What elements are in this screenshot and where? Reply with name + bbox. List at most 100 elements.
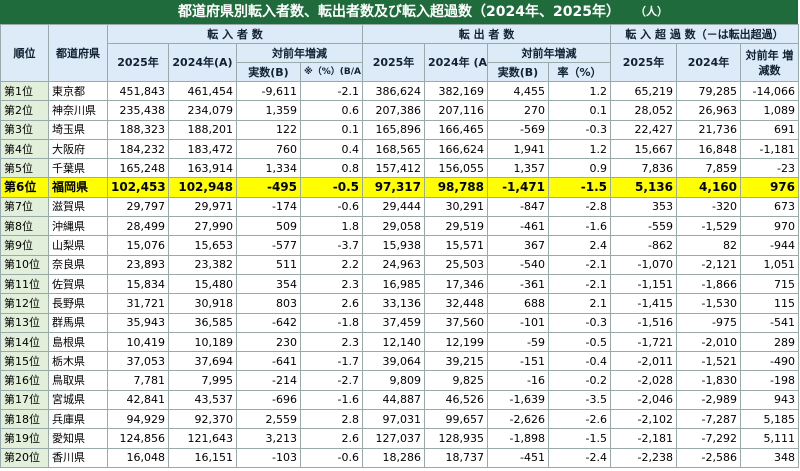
value-cell: 10,189 — [168, 331, 237, 353]
value-cell: -1,529 — [676, 216, 741, 237]
table-row: 第11位 佐賀県 15,834 15,480 354 2.3 16,985 17,346 -36… — [0, 273, 799, 295]
rank-cell: 第4位 — [0, 138, 49, 160]
value-cell: -7,287 — [676, 409, 741, 430]
value-cell: 18,737 — [424, 447, 488, 468]
value-cell: -2,121 — [676, 254, 741, 275]
value-cell: -1,530 — [676, 293, 741, 314]
value-cell: -0.3 — [548, 119, 611, 140]
value-cell: -2,626 — [487, 409, 549, 430]
value-cell: -1,070 — [610, 254, 677, 275]
value-cell: 30,918 — [168, 293, 237, 314]
header-cell: 実数(B) — [487, 62, 549, 82]
value-cell: 15,480 — [168, 273, 237, 295]
value-cell: 15,076 — [107, 235, 169, 256]
value-cell: 29,519 — [424, 216, 488, 237]
prefecture-cell: 香川県 — [48, 447, 108, 468]
prefecture-cell: 愛知県 — [48, 428, 108, 449]
value-cell: 270 — [487, 100, 549, 121]
value-cell: 22,427 — [610, 119, 677, 140]
prefecture-cell: 東京都 — [48, 80, 108, 102]
value-cell: 760 — [236, 138, 301, 160]
header-cell: 対前年増減 — [487, 43, 611, 63]
value-cell: 2,559 — [236, 409, 301, 430]
value-cell: 386,624 — [362, 80, 425, 102]
value-cell: 46,526 — [424, 389, 488, 411]
value-cell: -174 — [236, 196, 301, 218]
table-row: 第15位 栃木県 37,053 37,694 -641 -1.7 39,064 39,215-… — [0, 351, 799, 372]
value-cell: 7,836 — [610, 158, 677, 179]
table-row: 第9位 山梨県 15,076 15,653 -577 -3.7 15,938 15,571 36… — [0, 235, 799, 256]
prefecture-cell: 大阪府 — [48, 138, 108, 160]
value-cell: -1.6 — [548, 216, 611, 237]
value-cell: 0.1 — [300, 119, 363, 140]
value-cell: -2,011 — [610, 351, 677, 372]
value-cell: 688 — [487, 293, 549, 314]
value-cell: 1,334 — [236, 158, 301, 179]
value-cell: 451,843 — [107, 80, 169, 102]
value-cell: -559 — [610, 216, 677, 237]
value-cell: 37,694 — [168, 351, 237, 372]
rank-cell: 第3位 — [0, 119, 49, 140]
value-cell: 99,657 — [424, 409, 488, 430]
value-cell: 4,160 — [676, 177, 741, 198]
value-cell: 2.6 — [300, 428, 363, 449]
value-cell: 230 — [236, 331, 301, 353]
value-cell: -2.8 — [548, 196, 611, 218]
table-row: 第2位 神奈川県 235,438 234,079 1,359 0.6 207,386 207,… — [0, 100, 799, 121]
value-cell: 2.8 — [300, 409, 363, 430]
table-head: 順位 都道府県 転 入 者 数 転 出 者 数 転 入 超 過 数（－は転出超過… — [0, 24, 799, 82]
table-row: 第16位 鳥取県 7,781 7,995 -214 -2.7 9,809 9,825 -16 -0… — [0, 370, 799, 391]
value-cell: 1,941 — [487, 138, 549, 160]
value-cell: 0.8 — [300, 158, 363, 179]
value-cell: 32,448 — [424, 293, 488, 314]
value-cell: 165,896 — [362, 119, 425, 140]
rank-cell: 第8位 — [0, 216, 49, 237]
value-cell: -1.5 — [548, 177, 611, 198]
value-cell: -2,181 — [610, 428, 677, 449]
value-cell: -1,898 — [487, 428, 549, 449]
header-cell: 対前年 増減数 — [740, 43, 799, 82]
prefecture-cell: 佐賀県 — [48, 273, 108, 295]
value-cell: -1,639 — [487, 389, 549, 411]
prefecture-cell: 長野県 — [48, 293, 108, 314]
value-cell: -151 — [487, 351, 549, 372]
value-cell: 33,136 — [362, 293, 425, 314]
value-cell: -642 — [236, 312, 301, 333]
table-row: 第8位 沖縄県 28,499 27,990 509 1.8 29,058 29,519 -461… — [0, 216, 799, 237]
table-row: 第13位 群馬県 35,943 36,585 -642 -1.8 37,459 37,560-… — [0, 312, 799, 333]
prefecture-cell: 群馬県 — [48, 312, 108, 333]
rank-cell: 第11位 — [0, 273, 49, 295]
value-cell: 24,963 — [362, 254, 425, 275]
value-cell: -214 — [236, 370, 301, 391]
value-cell: 17,346 — [424, 273, 488, 295]
value-cell: 37,459 — [362, 312, 425, 333]
value-cell: 803 — [236, 293, 301, 314]
value-cell: -23 — [740, 158, 799, 179]
value-cell: -2,238 — [610, 447, 677, 468]
value-cell: 92,370 — [168, 409, 237, 430]
rank-cell: 第16位 — [0, 370, 49, 391]
value-cell: -2.1 — [548, 254, 611, 275]
value-cell: 184,232 — [107, 138, 169, 160]
value-cell: 1.2 — [548, 138, 611, 160]
value-cell: 16,985 — [362, 273, 425, 295]
header-cell: 転 入 超 過 数（－は転出超過） — [610, 24, 799, 44]
value-cell: -2,046 — [610, 389, 677, 411]
value-cell: 0.4 — [300, 138, 363, 160]
value-cell: -1,866 — [676, 273, 741, 295]
value-cell: -0.5 — [548, 331, 611, 353]
value-cell: 121,643 — [168, 428, 237, 449]
value-cell: 9,809 — [362, 370, 425, 391]
value-cell: 348 — [740, 447, 799, 468]
value-cell: -696 — [236, 389, 301, 411]
value-cell: 115 — [740, 293, 799, 314]
value-cell: -2.7 — [300, 370, 363, 391]
value-cell: 691 — [740, 119, 799, 140]
value-cell: 234,079 — [168, 100, 237, 121]
value-cell: 29,797 — [107, 196, 169, 218]
value-cell: 35,943 — [107, 312, 169, 333]
value-cell: -1,151 — [610, 273, 677, 295]
table-row: 第7位 滋賀県 29,797 29,971 -174 -0.6 29,444 30,291 -8… — [0, 196, 799, 218]
value-cell: -361 — [487, 273, 549, 295]
rank-cell: 第12位 — [0, 293, 49, 314]
